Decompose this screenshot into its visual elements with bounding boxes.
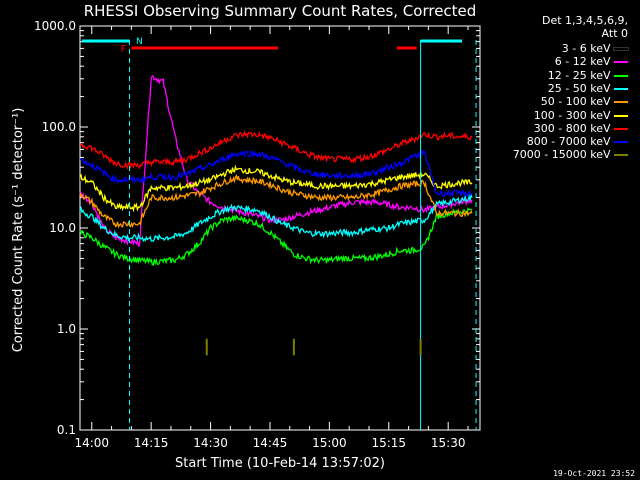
x-tick-label: 14:00 (74, 436, 109, 450)
legend-swatch (614, 141, 628, 144)
x-tick-label: 15:00 (312, 436, 347, 450)
legend-swatch (614, 74, 628, 77)
legend-swatch (614, 114, 628, 117)
legend-label: 6 - 12 keV (554, 55, 614, 69)
annotation-layer: FN (82, 37, 477, 430)
y-tick-label: 0.1 (57, 423, 76, 437)
legend-entry: 300 - 800 keV (534, 122, 628, 135)
x-tick-label: 15:15 (371, 436, 406, 450)
x-tick-label: 15:30 (431, 436, 466, 450)
legend-swatch (614, 154, 628, 157)
legend-entry: 100 - 300 keV (534, 109, 628, 122)
legend-label: 100 - 300 keV (533, 108, 614, 122)
legend-swatch (614, 87, 628, 90)
flag-N-label: N (136, 37, 143, 47)
chart-title: RHESSI Observing Summary Count Rates, Co… (84, 2, 477, 20)
legend-swatch (613, 47, 629, 51)
legend-entry: 25 - 50 keV (548, 82, 628, 95)
legend-title-line1: Det 1,3,4,5,6,9, (541, 14, 628, 27)
legend-label: 7000 - 15000 keV (512, 148, 614, 162)
y-tick-label: 1.0 (57, 322, 76, 336)
y-tick-label: 100.0 (42, 120, 76, 134)
series-line-5 (79, 164, 473, 213)
series-line-2 (79, 207, 473, 266)
x-tick-label: 14:15 (134, 436, 169, 450)
series-line-7 (79, 149, 473, 199)
series-line-3 (79, 193, 473, 243)
series-layer (79, 75, 473, 284)
x-tick-label: 14:30 (193, 436, 228, 450)
legend-entry: 800 - 7000 keV (527, 135, 628, 148)
legend-label: 800 - 7000 keV (526, 135, 614, 149)
legend-swatch (614, 101, 628, 104)
y-tick-label: 1000.0 (34, 19, 76, 33)
flag-F-label: F (121, 44, 127, 55)
legend-title-line2: Att 0 (601, 27, 628, 40)
legend-label: 12 - 25 keV (547, 68, 614, 82)
series-line-6 (79, 130, 473, 170)
series-line-4 (79, 173, 473, 229)
chart-axes: 0.1 1.0 10.0 100.0 1000.0 14:00 14:15 14:30 14:4… (34, 19, 481, 450)
legend-label: 3 - 6 keV (561, 42, 614, 55)
y-tick-label: 10.0 (49, 221, 76, 235)
footer-timestamp: 19-Oct-2021 23:52 (553, 469, 635, 478)
legend-swatch (614, 127, 628, 130)
x-tick-label: 14:45 (253, 436, 288, 450)
y-axis-label: Corrected Count Rate (s⁻¹ detector⁻¹) (11, 108, 26, 353)
legend-label: 50 - 100 keV (540, 95, 614, 109)
series-line-0 (79, 90, 473, 284)
legend-entry: 12 - 25 keV (548, 69, 628, 82)
x-axis-label: Start Time (10-Feb-14 13:57:02) (175, 456, 385, 471)
legend-entry: 7000 - 15000 keV (513, 148, 628, 161)
legend-entry: 50 - 100 keV (541, 95, 628, 108)
legend-swatch (614, 61, 628, 64)
legend-label: 300 - 800 keV (533, 121, 614, 135)
legend-entry: 6 - 12 keV (555, 55, 628, 68)
series-line-1 (79, 75, 473, 247)
legend-entry: 3 - 6 keV (561, 42, 629, 55)
legend-label: 25 - 50 keV (547, 81, 614, 95)
